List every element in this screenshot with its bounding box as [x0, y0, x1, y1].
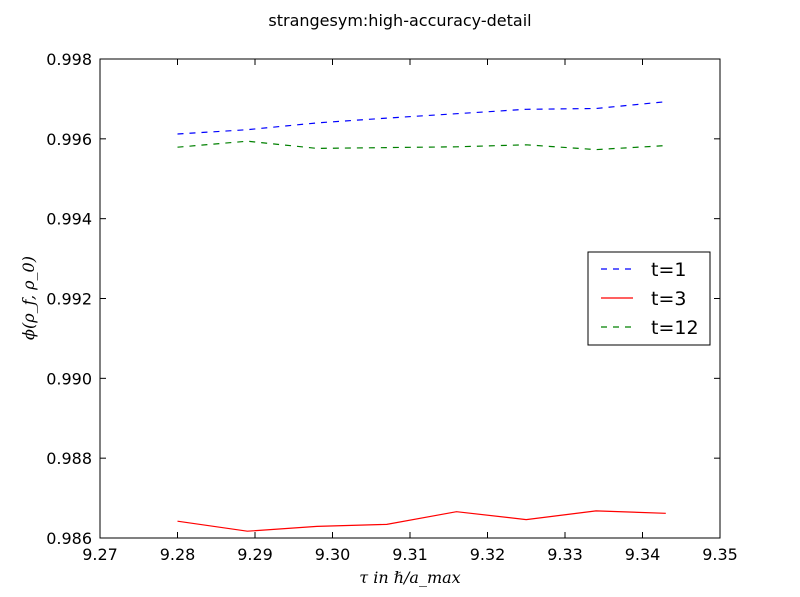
x-tick-label: 9.27 [82, 545, 118, 564]
y-tick-label: 0.990 [46, 369, 92, 388]
x-tick-label: 9.35 [702, 545, 738, 564]
legend-entry: t=12 [651, 317, 699, 339]
x-tick-label: 9.33 [547, 545, 583, 564]
x-axis-label: τ in ℏ/a_max [359, 568, 460, 587]
legend-entry: t=1 [651, 259, 686, 281]
x-tick-label: 9.30 [315, 545, 351, 564]
series-line-t-3 [177, 510, 666, 532]
y-axis-label: ϕ(ρ_f, ρ_0) [19, 256, 38, 340]
x-axis: 9.27 9.28 9.29 9.30 9.31 9.32 9.33 9.34 9.35 [82, 59, 738, 564]
chart-title: strangesym:high-accuracy-detail [268, 11, 531, 30]
y-tick-label: 0.994 [46, 210, 92, 229]
series-line-t-12 [177, 140, 666, 151]
x-tick-label: 9.29 [237, 545, 273, 564]
series-line-t-1 [177, 101, 666, 135]
y-tick-label: 0.996 [46, 130, 92, 149]
y-tick-label: 0.988 [46, 449, 92, 468]
y-tick-label: 0.986 [46, 529, 92, 548]
plot-series [177, 101, 666, 532]
x-tick-label: 9.28 [160, 545, 196, 564]
y-tick-label: 0.998 [46, 50, 92, 69]
y-axis: 0.986 0.988 0.990 0.992 0.994 0.996 0.998 [46, 50, 720, 548]
x-tick-label: 9.31 [392, 545, 428, 564]
legend-entry: t=3 [651, 288, 686, 310]
legend: t=1 t=3 t=12 [587, 251, 711, 346]
x-tick-label: 9.34 [625, 545, 661, 564]
x-tick-label: 9.32 [470, 545, 506, 564]
y-tick-label: 0.992 [46, 290, 92, 309]
